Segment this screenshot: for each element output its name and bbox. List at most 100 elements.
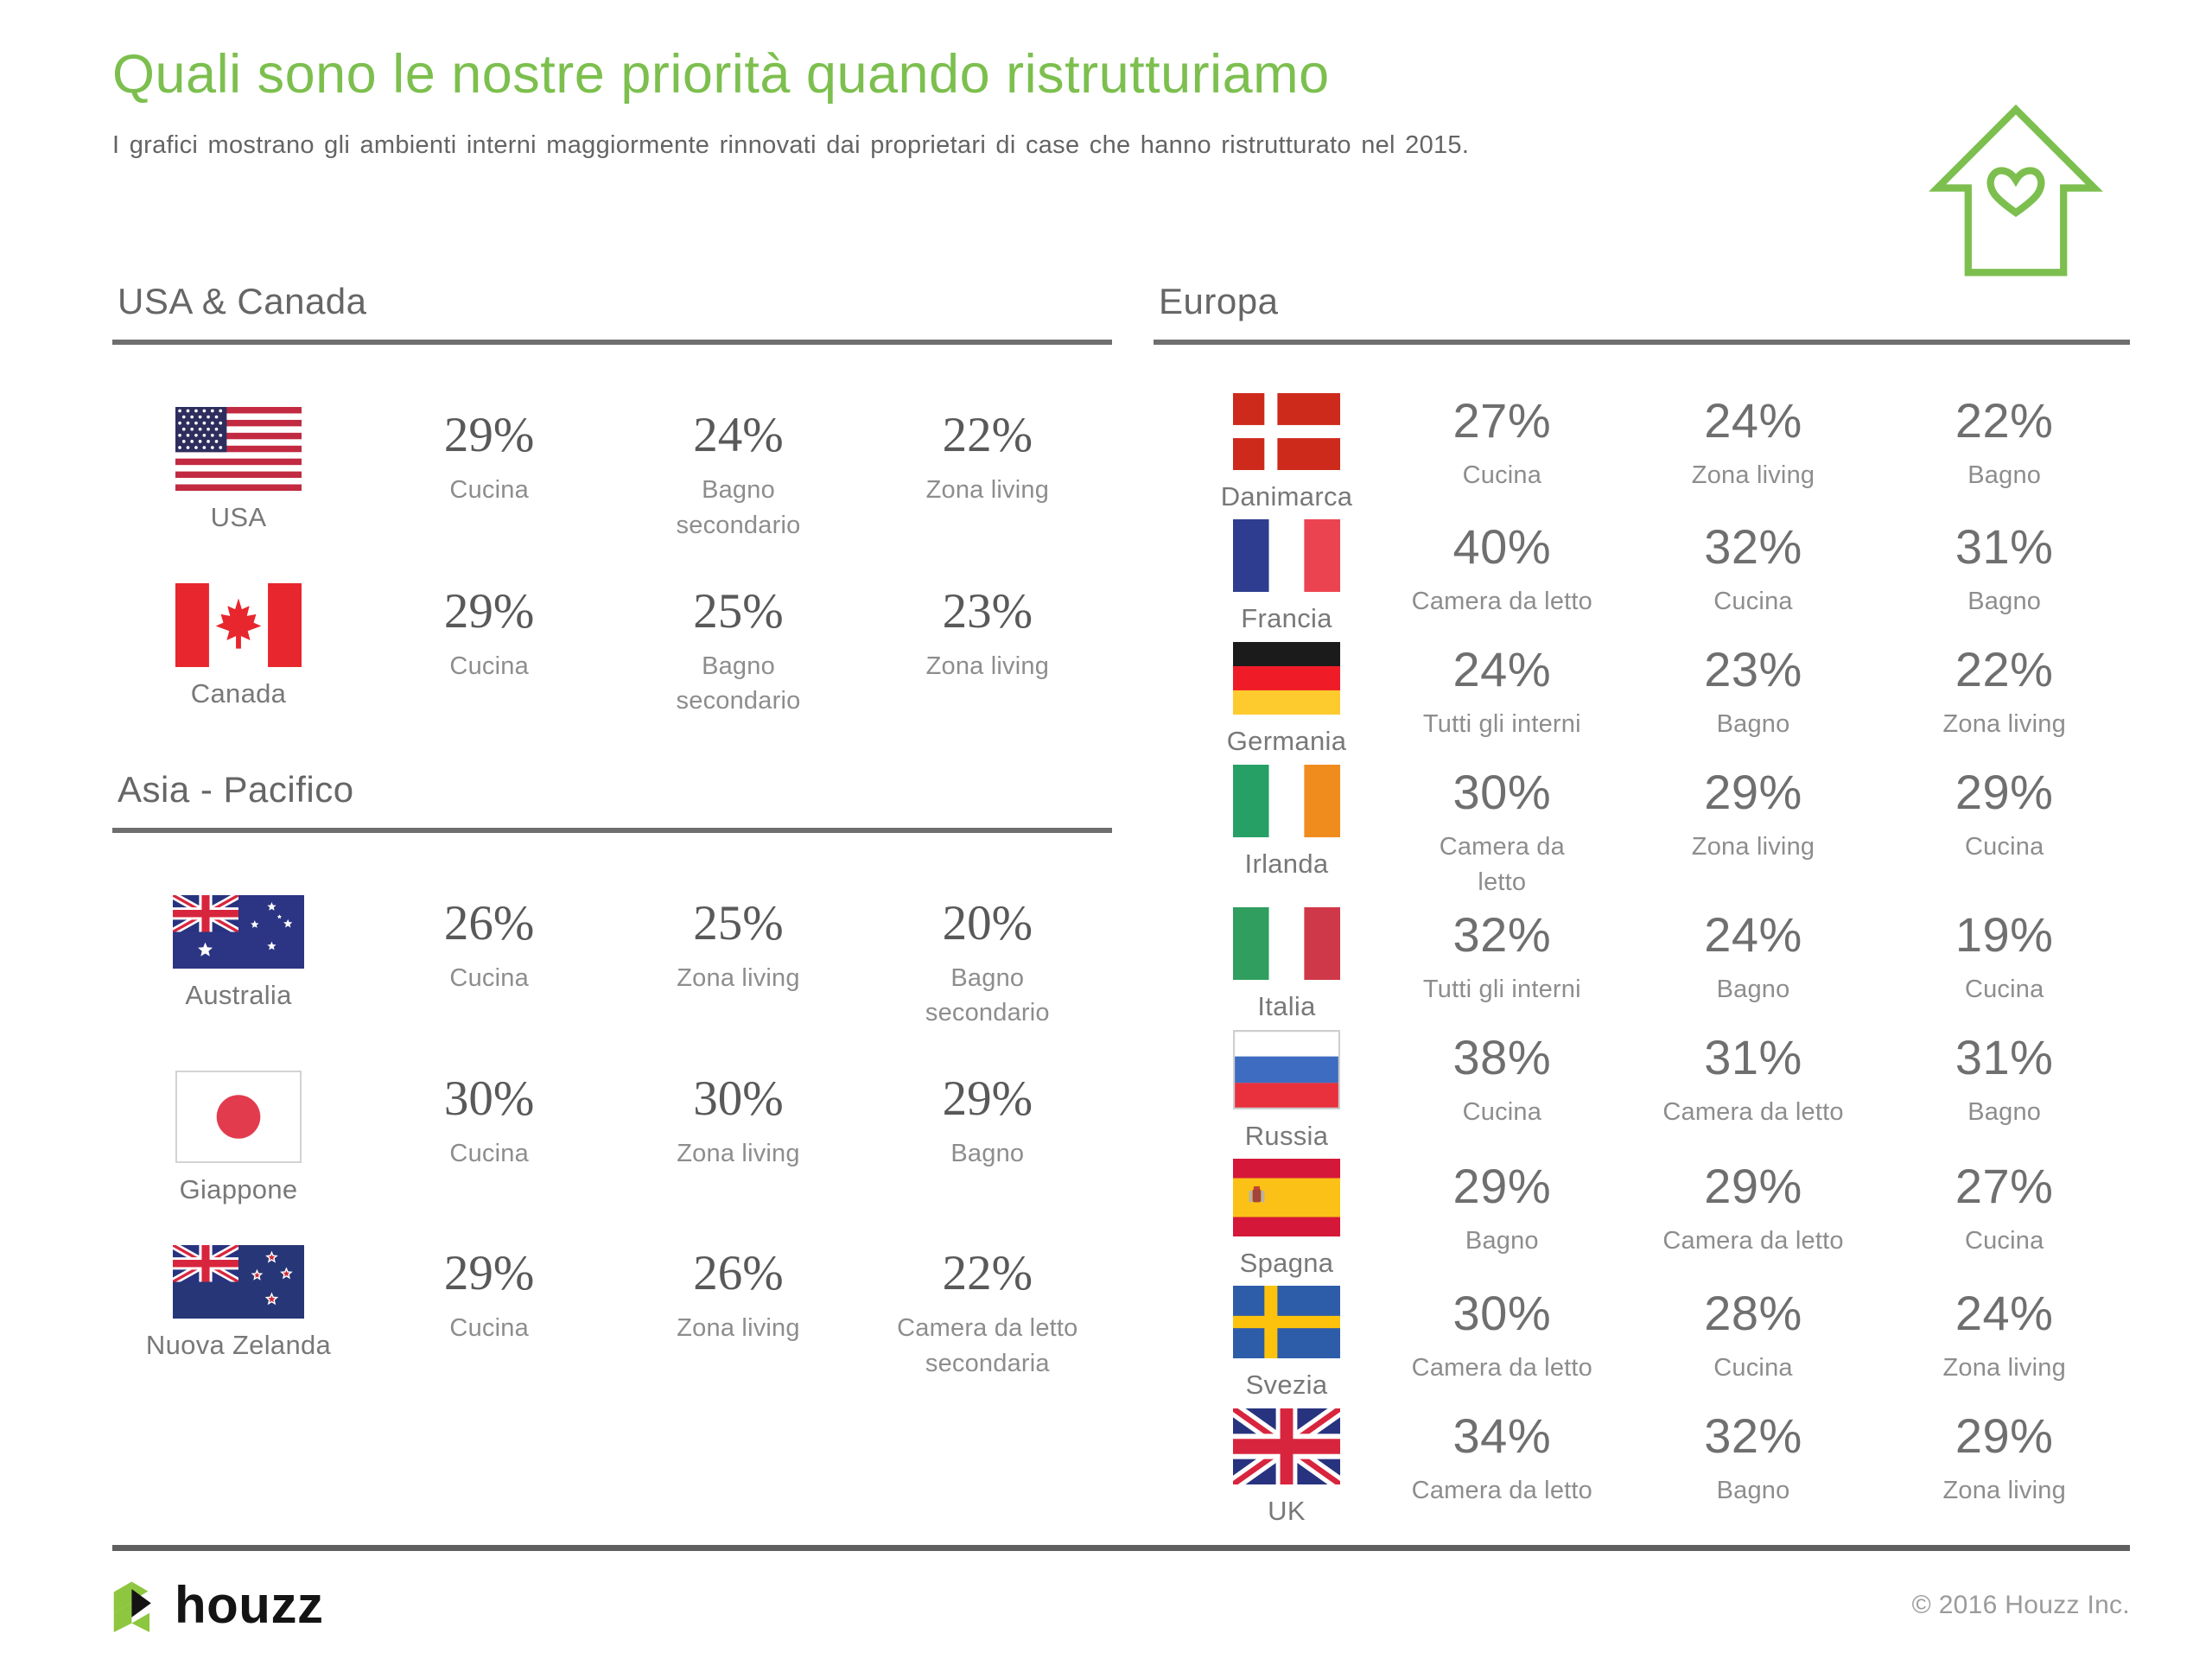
country-label: Giappone: [179, 1174, 298, 1205]
stat-value: 30%: [1452, 1285, 1552, 1340]
stat-label: Cucina: [449, 652, 529, 680]
stat-francia-2: 31% Bagno: [1878, 519, 2130, 635]
copyright: © 2016 Houzz Inc.: [1911, 1591, 2130, 1619]
page-title: Quali sono le nostre priorità quando ris…: [112, 44, 1330, 105]
stat-label: Cucina: [449, 963, 529, 992]
stat-canada-1: 25% Bagno secondario: [613, 583, 862, 719]
country-label: Germania: [1226, 726, 1347, 757]
stat-label: Zona living: [677, 1314, 800, 1342]
stat-value: 26%: [443, 895, 535, 950]
stat-value: 25%: [693, 895, 784, 950]
stat-label: Cucina: [1462, 1097, 1542, 1126]
stat-label: Tutti gli interni: [1422, 975, 1581, 1003]
country-label: Russia: [1244, 1120, 1329, 1151]
stat-irlanda-1: 29% Zona living: [1628, 765, 1879, 899]
section-divider: [1154, 340, 2130, 346]
stat-value: 30%: [693, 1071, 784, 1126]
stat-label: Zona living: [1691, 833, 1815, 861]
stat-value: 34%: [1452, 1408, 1552, 1463]
stat-value: 40%: [1452, 519, 1552, 575]
flag-japan-icon: [175, 1071, 302, 1163]
stat-value: 31%: [1704, 1029, 1802, 1084]
stat-value: 26%: [693, 1246, 784, 1300]
stat-label: Zona living: [677, 963, 800, 992]
houzz-logo-icon: [112, 1579, 166, 1632]
country-label: Francia: [1241, 603, 1332, 634]
country-row-irlanda: Irlanda 30% Camera da letto 29% Zona living 2…: [1154, 765, 2130, 899]
page-subtitle: I grafici mostrano gli ambienti interni …: [112, 131, 1470, 160]
stat-label: Bagno secondario: [676, 476, 801, 540]
flag-cell-canada: Canada: [112, 582, 365, 719]
flag-cell-francia: Francia: [1154, 519, 1376, 635]
country-label: Nuova Zelanda: [145, 1330, 332, 1360]
stat-uk-1: 32% Bagno: [1628, 1408, 1879, 1527]
flag-cell-spagna: Spagna: [1154, 1158, 1376, 1279]
stat-usa-1: 24% Bagno secondario: [613, 407, 862, 543]
stat-label: Tutti gli interni: [1422, 710, 1581, 739]
stat-value: 25%: [693, 583, 784, 639]
stat-francia-0: 40% Camera da letto: [1376, 519, 1628, 635]
stat-value: 29%: [1955, 765, 2054, 820]
country-row-australia: Australia 26% Cucina 25% Zona living 20% Bagno…: [112, 894, 1112, 1031]
houzz-wordmark: houzz: [175, 1576, 324, 1634]
stat-value: 29%: [1704, 1158, 1802, 1213]
stat-spagna-0: 29% Bagno: [1376, 1159, 1628, 1279]
flag-canada-icon: [175, 582, 302, 667]
stat-danimarca-0: 27% Cucina: [1376, 393, 1628, 512]
stat-irlanda-2: 29% Cucina: [1878, 765, 2130, 899]
flag-usa-icon: [175, 407, 302, 492]
stat-label: Camera da letto: [1411, 1476, 1592, 1504]
stat-germania-0: 24% Tutti gli interni: [1376, 642, 1628, 758]
stat-label: Camera da letto: [1662, 1097, 1844, 1126]
stat-value: 24%: [693, 408, 784, 463]
stat-australia-2: 20% Bagno secondario: [863, 895, 1112, 1031]
country-row-francia: Francia 40% Camera da letto 32% Cucina 31% Bag…: [1154, 519, 2130, 635]
stat-nuova-zelanda-0: 29% Cucina: [365, 1245, 613, 1381]
stat-value: 28%: [1704, 1285, 1802, 1340]
flag-australia-icon: [173, 894, 304, 969]
stat-uk-2: 29% Zona living: [1878, 1408, 2130, 1527]
country-label: Spagna: [1239, 1247, 1334, 1278]
stat-label: Cucina: [449, 476, 529, 505]
stat-value: 19%: [1955, 906, 2054, 962]
stat-giappone-0: 30% Cucina: [365, 1071, 613, 1205]
stat-label: Zona living: [677, 1140, 800, 1167]
flag-ireland-icon: [1233, 765, 1340, 838]
stat-italia-0: 32% Tutti gli interni: [1376, 907, 1628, 1023]
stat-svezia-1: 28% Cucina: [1628, 1286, 1879, 1402]
stat-label: Camera da letto: [1439, 833, 1565, 897]
section-asia-pacifico: Asia - Pacifico Australia 26% Cucina 25% Zon…: [112, 769, 1112, 1381]
stat-russia-2: 31% Bagno: [1878, 1030, 2130, 1152]
page-footer: houzz © 2016 Houzz Inc.: [112, 1545, 2130, 1632]
stat-value: 27%: [1452, 393, 1552, 448]
flag-uk-icon: [1233, 1408, 1340, 1484]
stat-value: 23%: [942, 583, 1033, 639]
section-usa-canada: USA & Canada USA 29% Cucina 24% Bagno second…: [112, 281, 1112, 718]
stat-usa-0: 29% Cucina: [365, 407, 613, 543]
stat-label: Camera da letto secondaria: [897, 1314, 1078, 1377]
section-divider: [112, 340, 1112, 346]
stat-label: Bagno: [950, 1140, 1025, 1167]
left-column: USA & Canada USA 29% Cucina 24% Bagno second…: [112, 281, 1112, 1421]
flag-cell-russia: Russia: [1154, 1029, 1376, 1152]
stat-value: 20%: [942, 895, 1033, 950]
stat-label: Cucina: [1462, 461, 1542, 490]
country-row-giappone: Giappone 30% Cucina 30% Zona living 29% Bagno: [112, 1071, 1112, 1205]
section-title-asia-pacifico: Asia - Pacifico: [118, 768, 354, 810]
stat-italia-2: 19% Cucina: [1878, 907, 2130, 1023]
stat-canada-0: 29% Cucina: [365, 583, 613, 719]
stat-value: 24%: [1955, 1285, 2054, 1340]
stat-value: 22%: [942, 1246, 1033, 1300]
stat-value: 29%: [443, 583, 535, 639]
country-row-russia: Russia 38% Cucina 31% Camera da letto 31% Bagn…: [1154, 1029, 2130, 1152]
stat-label: Zona living: [925, 476, 1050, 505]
stat-label: Zona living: [925, 652, 1050, 680]
stat-value: 29%: [942, 1071, 1033, 1126]
stat-label: Cucina: [449, 1314, 529, 1342]
stat-value: 31%: [1955, 519, 2054, 575]
flag-cell-nuova-zelanda: Nuova Zelanda: [112, 1245, 365, 1381]
stat-italia-1: 24% Bagno: [1628, 907, 1879, 1023]
houzz-logo: houzz: [112, 1579, 323, 1632]
stat-label: Zona living: [1942, 1353, 2066, 1382]
stat-value: 31%: [1955, 1029, 2054, 1084]
